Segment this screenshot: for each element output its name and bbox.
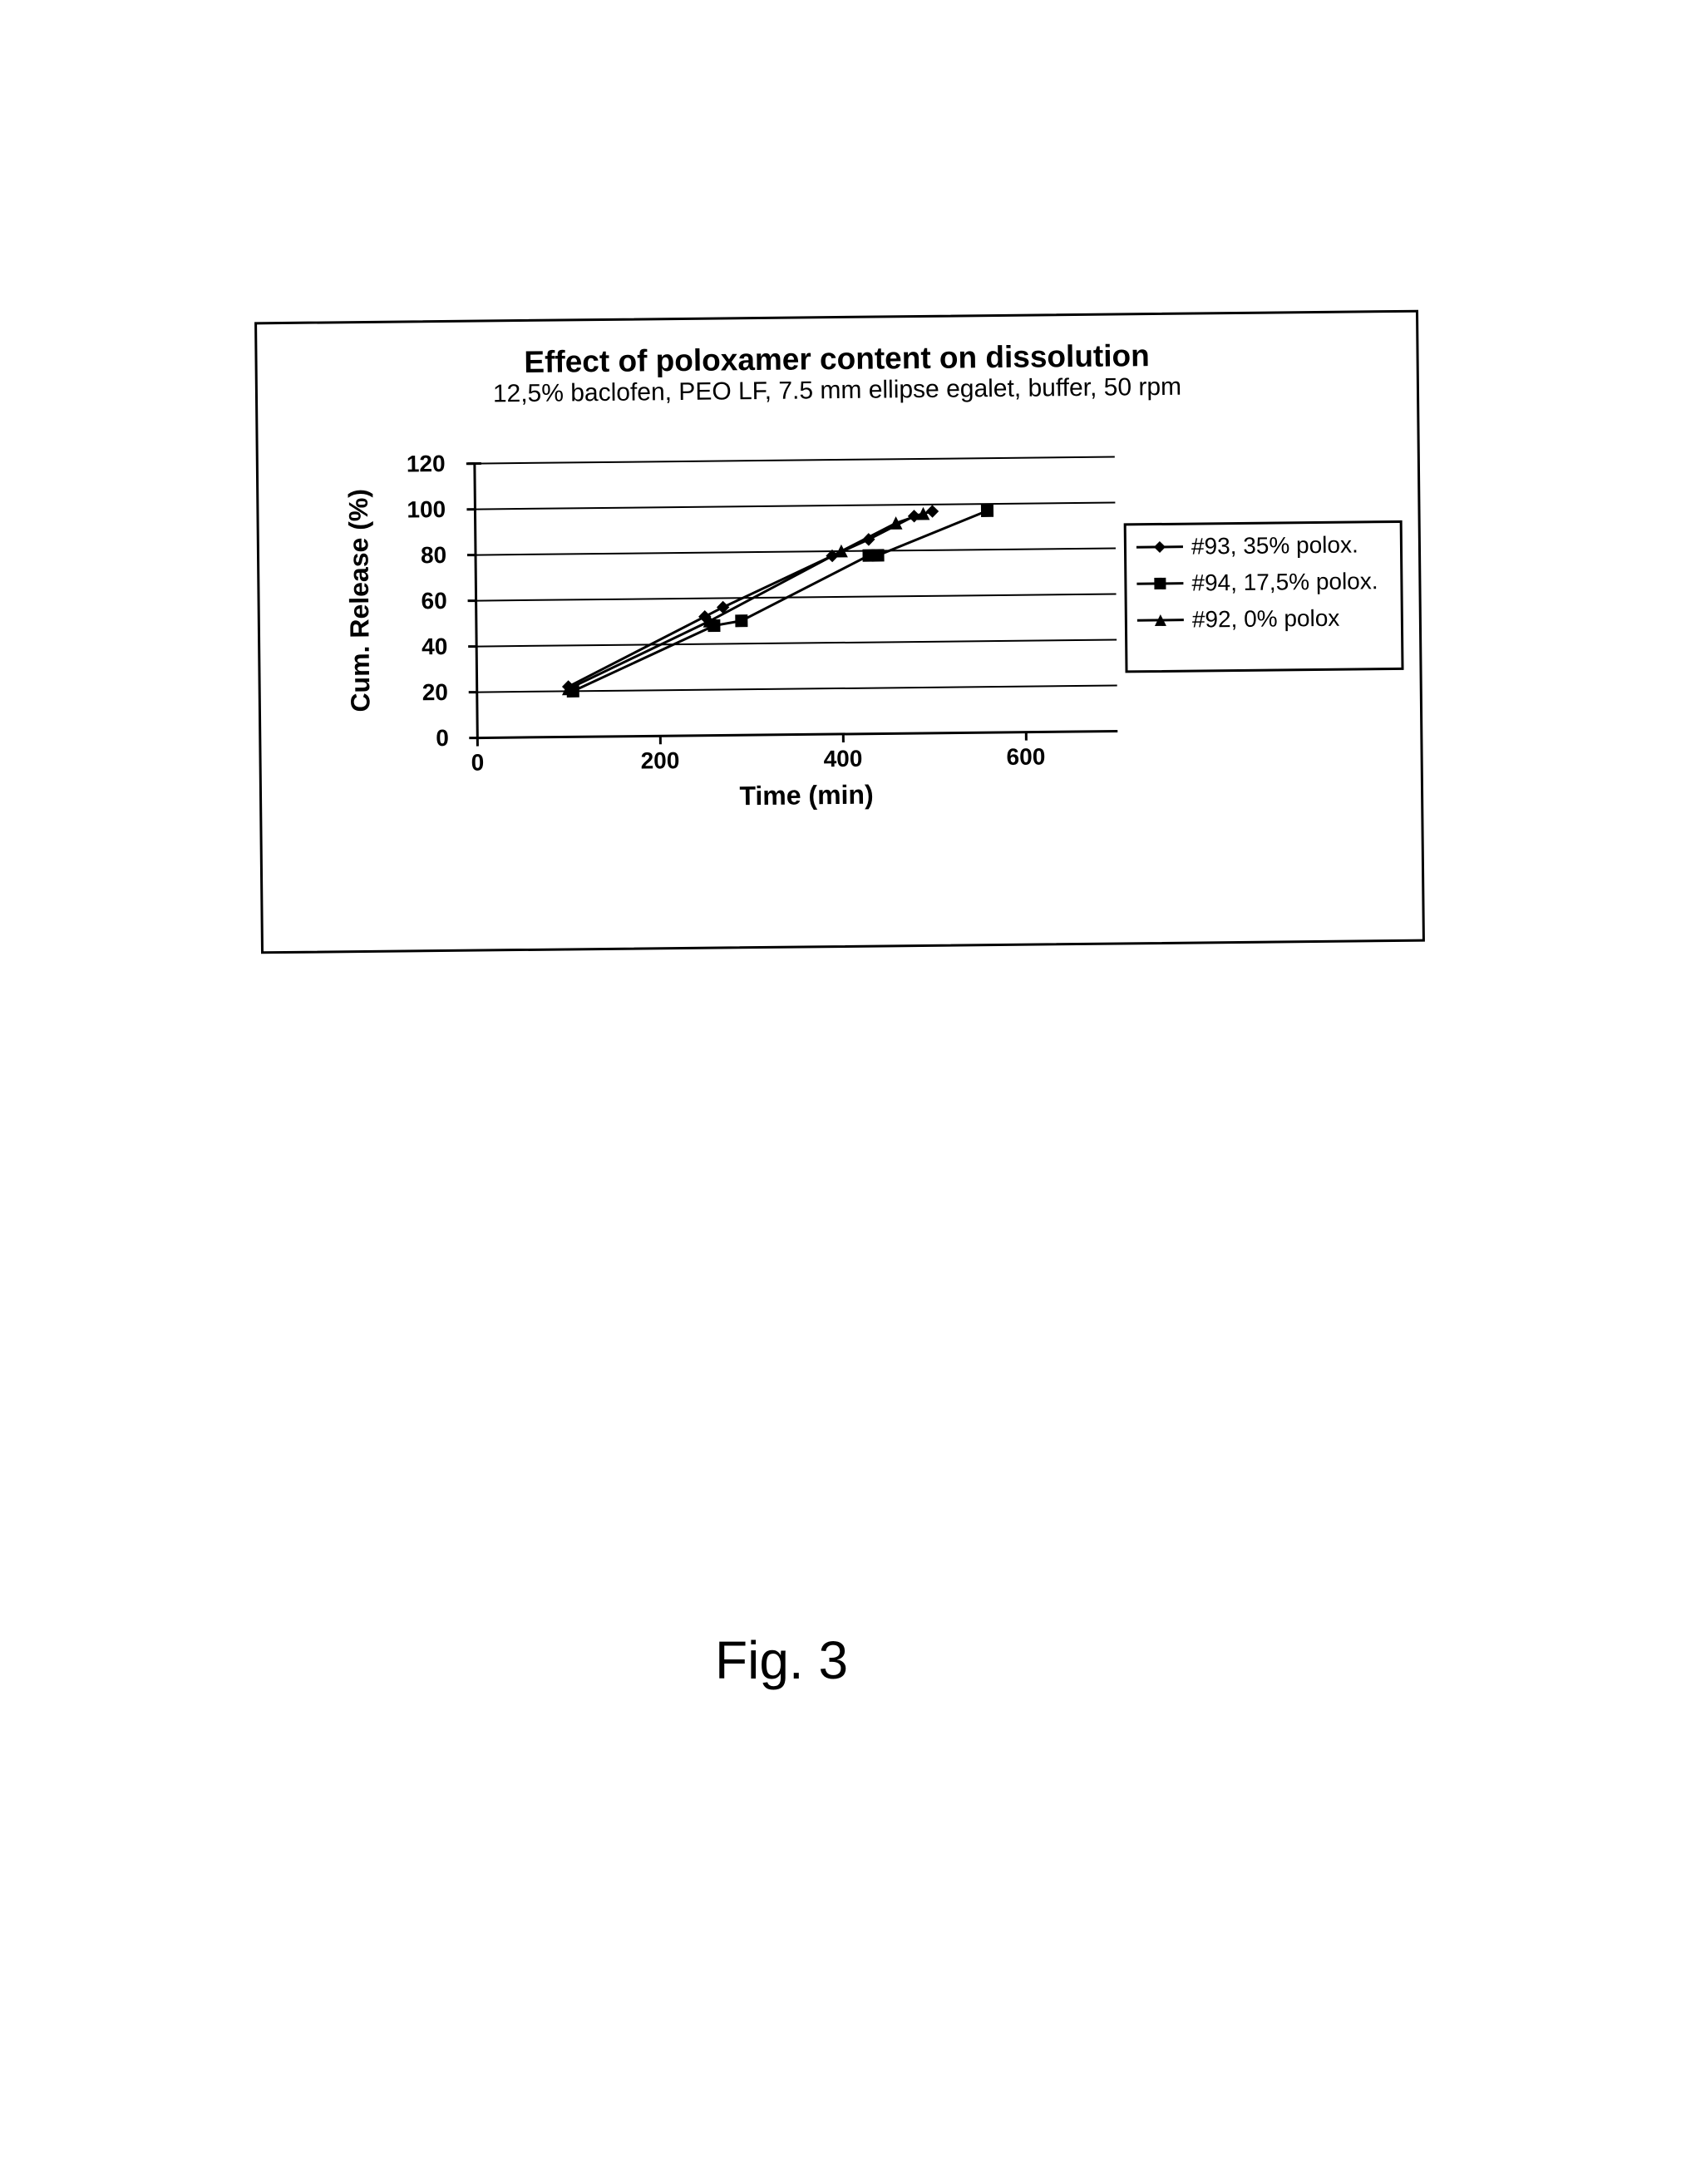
gridline (476, 640, 1117, 647)
series-line (571, 510, 989, 691)
x-axis (477, 732, 1117, 738)
x-axis-label: Time (min) (715, 779, 898, 811)
legend: #93, 35% polox. #94, 17,5% polox. #92, 0% … (1124, 520, 1404, 673)
y-tick-label: 20 (422, 679, 461, 706)
legend-item: #92, 0% polox (1136, 604, 1393, 634)
series-marker (926, 505, 938, 517)
y-tick-label: 0 (436, 725, 461, 752)
y-tick-label: 60 (421, 588, 459, 614)
legend-label: #92, 0% polox (1192, 605, 1340, 634)
y-tick-label: 120 (407, 451, 458, 478)
x-tick-label: 400 (823, 746, 862, 772)
legend-label: #94, 17,5% polox. (1191, 568, 1378, 596)
gridline (476, 594, 1117, 601)
chart-title-block: Effect of poloxamer content on dissoluti… (257, 336, 1417, 412)
x-tick-label: 600 (1006, 743, 1045, 770)
chart-frame: Effect of poloxamer content on dissoluti… (254, 310, 1425, 954)
gridline (475, 457, 1115, 464)
series-marker (872, 550, 884, 561)
plot-svg (475, 457, 1118, 788)
y-axis-label: Cum. Release (%) (343, 495, 377, 712)
legend-label: #93, 35% polox. (1191, 531, 1358, 560)
figure-caption: Fig. 3 (715, 1629, 848, 1691)
x-tick-label: 0 (471, 749, 484, 776)
legend-swatch (1136, 612, 1186, 629)
page: Effect of poloxamer content on dissoluti… (0, 0, 1696, 2184)
y-tick-label: 100 (407, 496, 458, 524)
plot-area (475, 457, 1117, 738)
legend-swatch (1135, 539, 1185, 556)
y-tick-label: 40 (422, 634, 460, 660)
gridline (475, 503, 1115, 510)
series-marker (736, 615, 747, 627)
legend-swatch (1135, 575, 1185, 593)
series-marker (981, 505, 993, 516)
y-tick-label: 80 (421, 542, 459, 569)
legend-item: #93, 35% polox. (1135, 531, 1392, 560)
x-tick-label: 200 (640, 747, 679, 774)
gridline (476, 549, 1116, 555)
legend-item: #94, 17,5% polox. (1135, 568, 1392, 597)
